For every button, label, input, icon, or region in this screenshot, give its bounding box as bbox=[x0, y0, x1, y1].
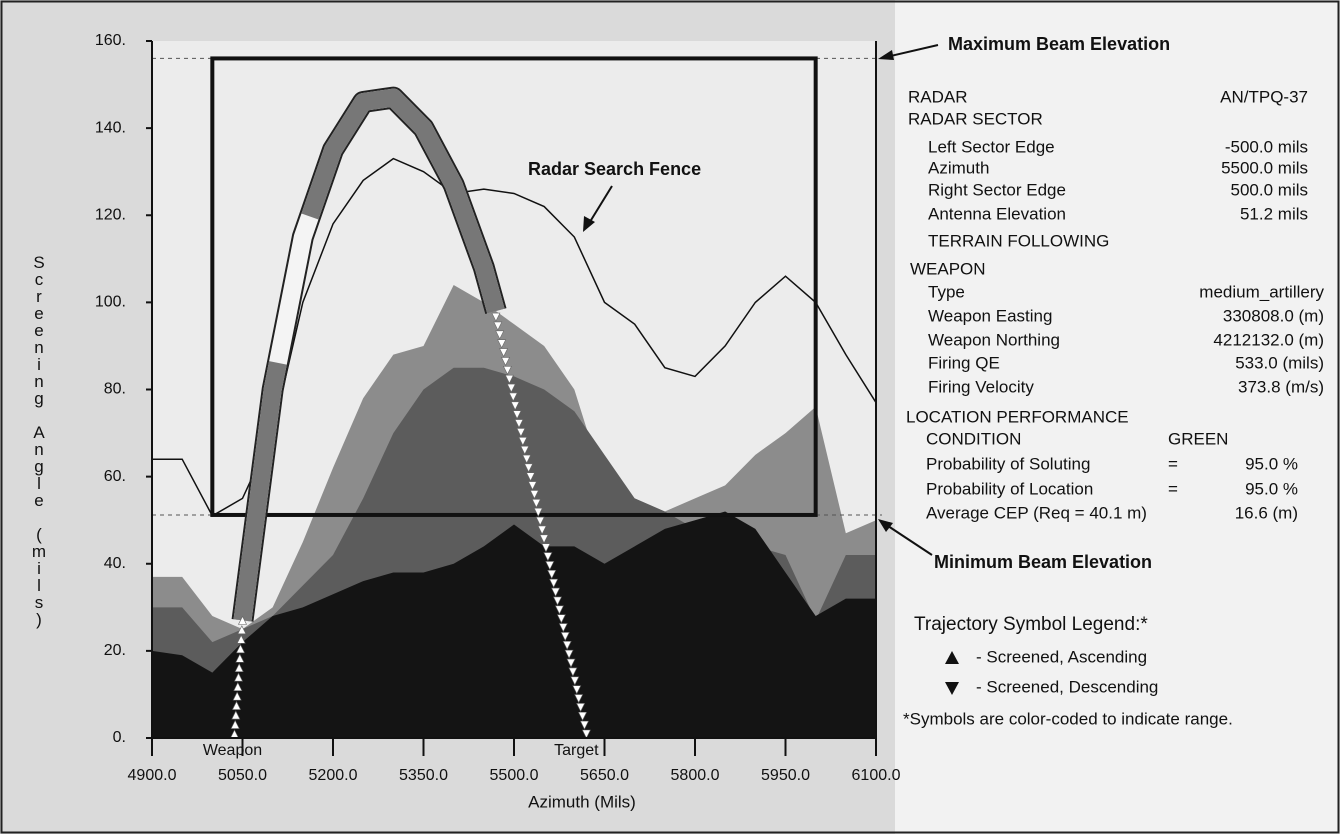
annotation: Radar Search Fence bbox=[528, 159, 701, 179]
annotation: Maximum Beam Elevation bbox=[948, 34, 1170, 54]
footnote: *Symbols are color-coded to indicate ran… bbox=[903, 709, 1233, 728]
info-value: 4212132.0 (m) bbox=[1213, 330, 1324, 349]
x-tick-label: 5200.0 bbox=[309, 767, 358, 784]
marker-label: Weapon bbox=[203, 742, 262, 759]
info-label: Left Sector Edge bbox=[928, 137, 1055, 156]
x-tick-label: 5800.0 bbox=[671, 767, 720, 784]
info-label: Probability of Location bbox=[926, 479, 1093, 498]
x-tick-label: 5950.0 bbox=[761, 767, 810, 784]
marker-label: Target bbox=[554, 742, 599, 759]
info-label: Azimuth bbox=[928, 158, 989, 177]
legend-text: - Screened, Descending bbox=[976, 677, 1158, 696]
info-label: Weapon Northing bbox=[928, 330, 1060, 349]
y-tick-label: 0. bbox=[113, 729, 126, 746]
info-label: Average CEP (Req = 40.1 m) bbox=[926, 503, 1147, 522]
info-label: Antenna Elevation bbox=[928, 204, 1066, 223]
page: 0. 20. 40. 60. 80. 100. 120. 140. 160. 4900.0 5050… bbox=[0, 0, 1340, 834]
x-tick-label: 5050.0 bbox=[218, 767, 267, 784]
info-value: 500.0 mils bbox=[1231, 180, 1308, 199]
x-tick-label: 4900.0 bbox=[128, 767, 177, 784]
info-value: 95.0 % bbox=[1245, 454, 1298, 473]
y-tick-label: 20. bbox=[104, 642, 126, 659]
info-label: WEAPON bbox=[910, 259, 986, 278]
info-label: RADAR bbox=[908, 87, 968, 106]
y-tick-label: 60. bbox=[104, 468, 126, 485]
x-tick-label: 5500.0 bbox=[490, 767, 539, 784]
x-axis-label: Azimuth (Mils) bbox=[528, 792, 636, 811]
info-value: AN/TPQ-37 bbox=[1220, 87, 1308, 106]
x-tick-label: 5650.0 bbox=[580, 767, 629, 784]
info-value: 51.2 mils bbox=[1240, 204, 1308, 223]
info-value: -500.0 mils bbox=[1225, 137, 1308, 156]
y-tick-label: 100. bbox=[95, 294, 126, 311]
y-tick-label: 80. bbox=[104, 381, 126, 398]
info-value: 373.8 (m/s) bbox=[1238, 377, 1324, 396]
info-value: 5500.0 mils bbox=[1221, 158, 1308, 177]
y-axis-label: Screening Angle (mils) bbox=[30, 253, 49, 628]
info-value: = bbox=[1168, 454, 1178, 473]
info-label: Firing Velocity bbox=[928, 377, 1034, 396]
info-value: 330808.0 (m) bbox=[1223, 306, 1324, 325]
y-tick-label: 160. bbox=[95, 32, 126, 49]
y-tick-label: 120. bbox=[95, 206, 126, 223]
info-label: Probability of Soluting bbox=[926, 454, 1090, 473]
x-tick-label: 5350.0 bbox=[399, 767, 448, 784]
annotation: Minimum Beam Elevation bbox=[934, 552, 1152, 572]
info-value: medium_artillery bbox=[1199, 282, 1324, 301]
legend-title: Trajectory Symbol Legend:* bbox=[914, 614, 1148, 635]
info-label: TERRAIN FOLLOWING bbox=[928, 231, 1109, 250]
legend-text: - Screened, Ascending bbox=[976, 647, 1147, 666]
info-value: GREEN bbox=[1168, 429, 1228, 448]
y-tick-label: 40. bbox=[104, 555, 126, 572]
info-label: CONDITION bbox=[926, 429, 1021, 448]
info-label: Right Sector Edge bbox=[928, 180, 1066, 199]
info-value: 533.0 (mils) bbox=[1235, 353, 1324, 372]
info-label: Type bbox=[928, 282, 965, 301]
x-tick-label: 6100.0 bbox=[852, 767, 901, 784]
info-value: 16.6 (m) bbox=[1235, 503, 1298, 522]
info-label: LOCATION PERFORMANCE bbox=[906, 407, 1129, 426]
info-label: Weapon Easting bbox=[928, 306, 1052, 325]
info-label: RADAR SECTOR bbox=[908, 109, 1043, 128]
y-tick-label: 140. bbox=[95, 119, 126, 136]
info-label: Firing QE bbox=[928, 353, 1000, 372]
info-value: 95.0 % bbox=[1245, 479, 1298, 498]
info-value: = bbox=[1168, 479, 1178, 498]
